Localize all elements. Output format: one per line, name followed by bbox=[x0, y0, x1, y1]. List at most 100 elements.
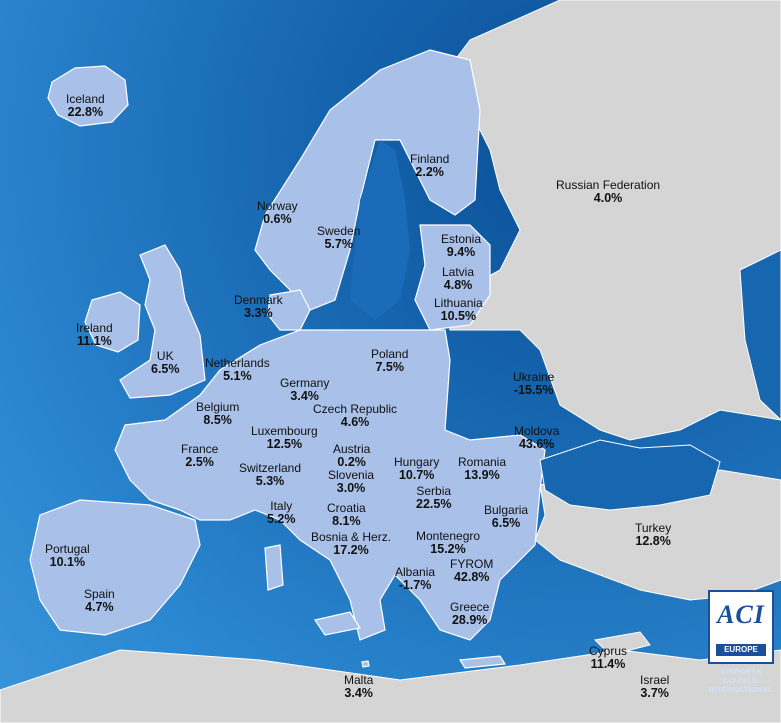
country-value: -1.7% bbox=[398, 577, 432, 592]
label-portugal: Portugal 10.1% bbox=[45, 543, 90, 569]
country-value: 6.5% bbox=[491, 515, 521, 530]
label-denmark: Denmark 3.3% bbox=[234, 294, 283, 320]
country-name: Czech Republic bbox=[313, 402, 398, 416]
logo-box: ACI EUROPE bbox=[708, 590, 774, 664]
uk-shape bbox=[119, 244, 206, 399]
country-value: 13.9% bbox=[464, 467, 500, 482]
label-austria: Austria 0.2% bbox=[333, 443, 370, 469]
iceland-shape bbox=[47, 65, 129, 127]
country-name: Hungary bbox=[394, 455, 440, 469]
country-value: 4.6% bbox=[340, 414, 370, 429]
label-serbia: Serbia 22.5% bbox=[416, 485, 451, 511]
country-name: Lithuania bbox=[434, 296, 483, 310]
country-value: 43.6% bbox=[518, 436, 555, 451]
black-sea bbox=[539, 439, 721, 511]
label-luxembourg: Luxembourg 12.5% bbox=[251, 425, 318, 451]
country-name: Ukraine bbox=[513, 370, 555, 384]
label-malta: Malta 3.4% bbox=[344, 674, 373, 700]
country-value: -15.5% bbox=[513, 382, 554, 397]
country-value: 28.9% bbox=[451, 612, 488, 627]
label-italy: Italy 5.2% bbox=[267, 500, 296, 526]
country-value: 5.7% bbox=[324, 236, 353, 251]
country-value: 15.2% bbox=[430, 541, 466, 556]
country-value: 10.5% bbox=[440, 308, 477, 323]
label-estonia: Estonia 9.4% bbox=[441, 233, 481, 259]
country-value: 8.1% bbox=[332, 513, 361, 528]
country-name: Russian Federation bbox=[556, 178, 661, 192]
label-russian-federation: Russian Federation 4.0% bbox=[556, 179, 660, 205]
member-land-layer bbox=[29, 49, 546, 669]
country-name: Italy bbox=[270, 499, 293, 513]
country-name: Portugal bbox=[45, 542, 90, 556]
russia-landmass bbox=[439, 0, 781, 441]
country-value: 2.5% bbox=[185, 454, 214, 469]
country-name: Norway bbox=[257, 199, 298, 213]
country-value: 8.5% bbox=[203, 412, 232, 427]
country-name: Slovenia bbox=[328, 468, 375, 482]
label-bulgaria: Bulgaria 6.5% bbox=[484, 504, 528, 530]
label-poland: Poland 7.5% bbox=[371, 348, 408, 374]
label-iceland: Iceland 22.8% bbox=[66, 93, 105, 119]
country-name: UK bbox=[156, 349, 174, 363]
country-value: 3.7% bbox=[640, 685, 669, 700]
sardinia-island bbox=[264, 544, 284, 591]
label-lithuania: Lithuania 10.5% bbox=[434, 297, 483, 323]
label-belgium: Belgium 8.5% bbox=[196, 401, 239, 427]
scandinavia-shape bbox=[254, 49, 481, 311]
logo-region: EUROPE bbox=[716, 644, 766, 656]
country-value: 5.2% bbox=[267, 511, 296, 526]
country-name: Bosnia & Herz. bbox=[311, 530, 392, 544]
country-name: Belgium bbox=[196, 400, 240, 414]
label-finland: Finland 2.2% bbox=[410, 153, 449, 179]
country-value: 7.5% bbox=[375, 359, 404, 374]
country-name: Greece bbox=[450, 600, 490, 614]
country-name: Netherlands bbox=[205, 356, 270, 370]
label-moldova: Moldova 43.6% bbox=[514, 425, 559, 451]
country-value: 12.8% bbox=[635, 533, 671, 548]
label-latvia: Latvia 4.8% bbox=[442, 266, 474, 292]
country-value: 3.4% bbox=[290, 388, 319, 403]
label-turkey: Turkey 12.8% bbox=[635, 522, 671, 548]
label-netherlands: Netherlands 5.1% bbox=[205, 357, 270, 383]
label-slovenia: Slovenia 3.0% bbox=[328, 469, 374, 495]
country-name: Poland bbox=[371, 347, 409, 361]
country-value: 5.1% bbox=[223, 368, 252, 383]
country-name: Moldova bbox=[514, 424, 560, 438]
country-value: 10.1% bbox=[49, 554, 86, 569]
country-name: Bulgaria bbox=[484, 503, 529, 517]
country-name: Luxembourg bbox=[251, 424, 318, 438]
logo-org-line2: INTERNATIONAL bbox=[708, 685, 774, 694]
label-czech-republic: Czech Republic 4.6% bbox=[313, 403, 397, 429]
label-ukraine: Ukraine -15.5% bbox=[513, 371, 554, 397]
label-cyprus: Cyprus 11.4% bbox=[589, 645, 627, 671]
country-name: Ireland bbox=[76, 321, 113, 335]
label-hungary: Hungary 10.7% bbox=[394, 456, 439, 482]
country-name: Switzerland bbox=[239, 461, 302, 475]
country-value: 4.7% bbox=[85, 599, 114, 614]
label-ireland: Ireland 11.1% bbox=[76, 322, 113, 348]
country-value: 17.2% bbox=[333, 542, 369, 557]
country-name: Serbia bbox=[416, 484, 452, 498]
logo-organization: AIRPORTS COUNCIL INTERNATIONAL bbox=[708, 667, 774, 694]
country-value: 22.8% bbox=[67, 104, 104, 119]
country-name: Germany bbox=[280, 376, 330, 390]
label-albania: Albania -1.7% bbox=[395, 566, 435, 592]
country-value: 4.8% bbox=[443, 277, 473, 292]
country-name: Iceland bbox=[66, 92, 105, 106]
caspian-sea bbox=[739, 249, 781, 421]
label-switzerland: Switzerland 5.3% bbox=[239, 462, 301, 488]
label-israel: Israel 3.7% bbox=[640, 674, 669, 700]
label-uk: UK 6.5% bbox=[151, 350, 180, 376]
country-value: 10.7% bbox=[398, 467, 435, 482]
country-value: 42.8% bbox=[453, 569, 490, 584]
country-name: Austria bbox=[333, 442, 371, 456]
mainland-shape bbox=[114, 329, 546, 641]
label-france: France 2.5% bbox=[181, 443, 218, 469]
country-name: Finland bbox=[410, 152, 450, 166]
country-name: Sweden bbox=[317, 224, 361, 238]
country-name: Estonia bbox=[441, 232, 482, 246]
aci-europe-logo: ACI EUROPE AIRPORTS COUNCIL INTERNATIONA… bbox=[708, 590, 774, 694]
country-value: 22.5% bbox=[416, 496, 452, 511]
baltic-sea bbox=[350, 140, 410, 320]
